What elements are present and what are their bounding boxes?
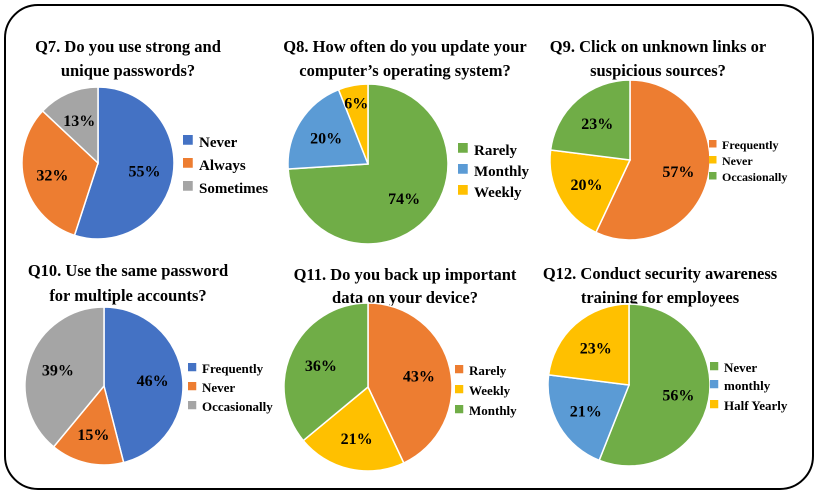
slice-percent-label: 21% [570,404,602,421]
pie-slice-occasionally [549,79,631,161]
pie-slice-always [21,109,99,237]
slice-percent-label: 23% [581,116,613,133]
legend-label: Frequently [202,361,264,376]
legend-swatch [458,164,468,174]
legend-swatch [458,143,468,153]
legend-label: Never [199,135,238,151]
slice-percent-label: 23% [580,340,612,357]
slice-percent-label: 20% [571,177,603,194]
chart-title-line: suspicious sources? [590,61,726,80]
legend-label: Rarely [474,143,518,159]
legend-swatch [188,363,197,372]
slice-percent-label: 32% [36,168,68,185]
legend-label: monthly [724,378,771,393]
slice-percent-label: 20% [310,130,342,147]
legend-swatch [183,135,193,145]
legend-label: Always [199,158,246,174]
figure-frame [4,4,814,490]
pie-chart-2: Q8. How often do you update your computer… [283,37,530,245]
legend-swatch [188,401,197,410]
pie-slice-monthly [547,374,631,462]
chart-title-line: Q7. Do you use strong and [35,37,221,56]
pie-slice-monthly [283,302,369,442]
legend-label: Sometimes [199,181,268,197]
legend-label: Frequently [722,138,778,152]
slice-percent-label: 36% [305,358,337,375]
chart-title-line: Q10. Use the same password [28,261,228,280]
legend-label: Half Yearly [724,398,788,413]
legend-label: Monthly [474,164,530,180]
pie-slice-half-yearly [547,303,630,386]
legend-label: Monthly [469,403,517,418]
slice-percent-label: 56% [662,387,694,404]
legend-swatch [183,158,193,168]
legend-label: Never [722,154,753,168]
slice-percent-label: 21% [341,431,373,448]
legend-swatch [709,140,717,148]
slice-percent-label: 57% [662,164,694,181]
chart-title-line: for multiple accounts? [49,286,206,305]
legend-label: Never [724,360,757,375]
pie-slice-monthly [287,88,370,170]
pie-slice-frequently [594,79,711,241]
legend-swatch [710,380,719,389]
legend-swatch [709,156,717,164]
slice-percent-label: 46% [137,373,169,390]
slice-percent-label: 74% [388,191,420,208]
pie-chart-1: Q7. Do you use strong and unique password… [21,37,268,240]
legend-label: Rarely [469,363,507,378]
legend-swatch [188,382,197,391]
legend-swatch [455,365,464,374]
pie-slice-weekly [302,385,405,472]
chart-title-line: Q8. How often do you update your [283,37,526,56]
slice-percent-label: 13% [63,113,95,130]
legend-label: Weekly [474,185,522,201]
slice-percent-label: 39% [42,362,74,379]
chart-title-line: Q11. Do you back up important [294,265,517,284]
pie-chart-6: Q12. Conduct security awareness training … [543,264,788,467]
pie-slice-never [598,303,711,467]
chart-title-line: unique passwords? [61,61,195,80]
pie-slice-never [52,384,125,466]
slice-percent-label: 6% [344,96,368,113]
legend-label: Occasionally [722,170,787,184]
legend-swatch [710,400,719,409]
pie-slice-rarely [367,302,453,465]
legend-label: Weekly [469,383,511,398]
pie-slice-weekly [337,83,369,165]
legend-label: Never [202,380,235,395]
chart-title-line: Q12. Conduct security awareness [543,264,778,283]
slice-percent-label: 15% [77,427,109,444]
legend-swatch [183,181,193,191]
pie-slice-occasionally [24,306,105,448]
pie-chart-3: Q9. Click on unknown links or suspicious … [549,37,787,241]
slice-percent-label: 55% [129,163,161,180]
pie-slice-never [549,149,632,234]
legend-label: Occasionally [202,399,273,414]
pie-slice-sometimes [41,86,99,165]
pie-slice-never [73,86,175,240]
legend-swatch [455,405,464,414]
legend-swatch [709,172,717,180]
chart-title-line: training for employees [581,288,740,307]
chart-title-line: Q9. Click on unknown links or [550,37,766,56]
pie-slice-frequently [103,306,184,464]
legend-swatch [710,362,719,371]
slice-percent-label: 43% [403,369,435,386]
legend-swatch [455,385,464,394]
pie-chart-4: Q10. Use the same password for multiple a… [24,261,273,466]
chart-title-line: computer’s operating system? [299,61,510,80]
legend-swatch [458,185,468,195]
